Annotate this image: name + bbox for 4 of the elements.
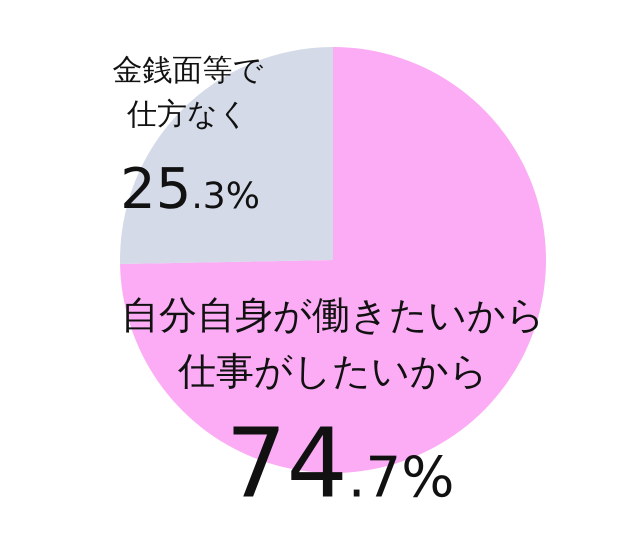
data-label: 25.3% — [120, 157, 260, 222]
data-label: 74.7% — [226, 408, 454, 520]
slice-label: 自分自身が働きたいから仕事がしたいから — [121, 292, 545, 393]
slice-label: 金銭面等で仕方なく — [112, 52, 264, 132]
